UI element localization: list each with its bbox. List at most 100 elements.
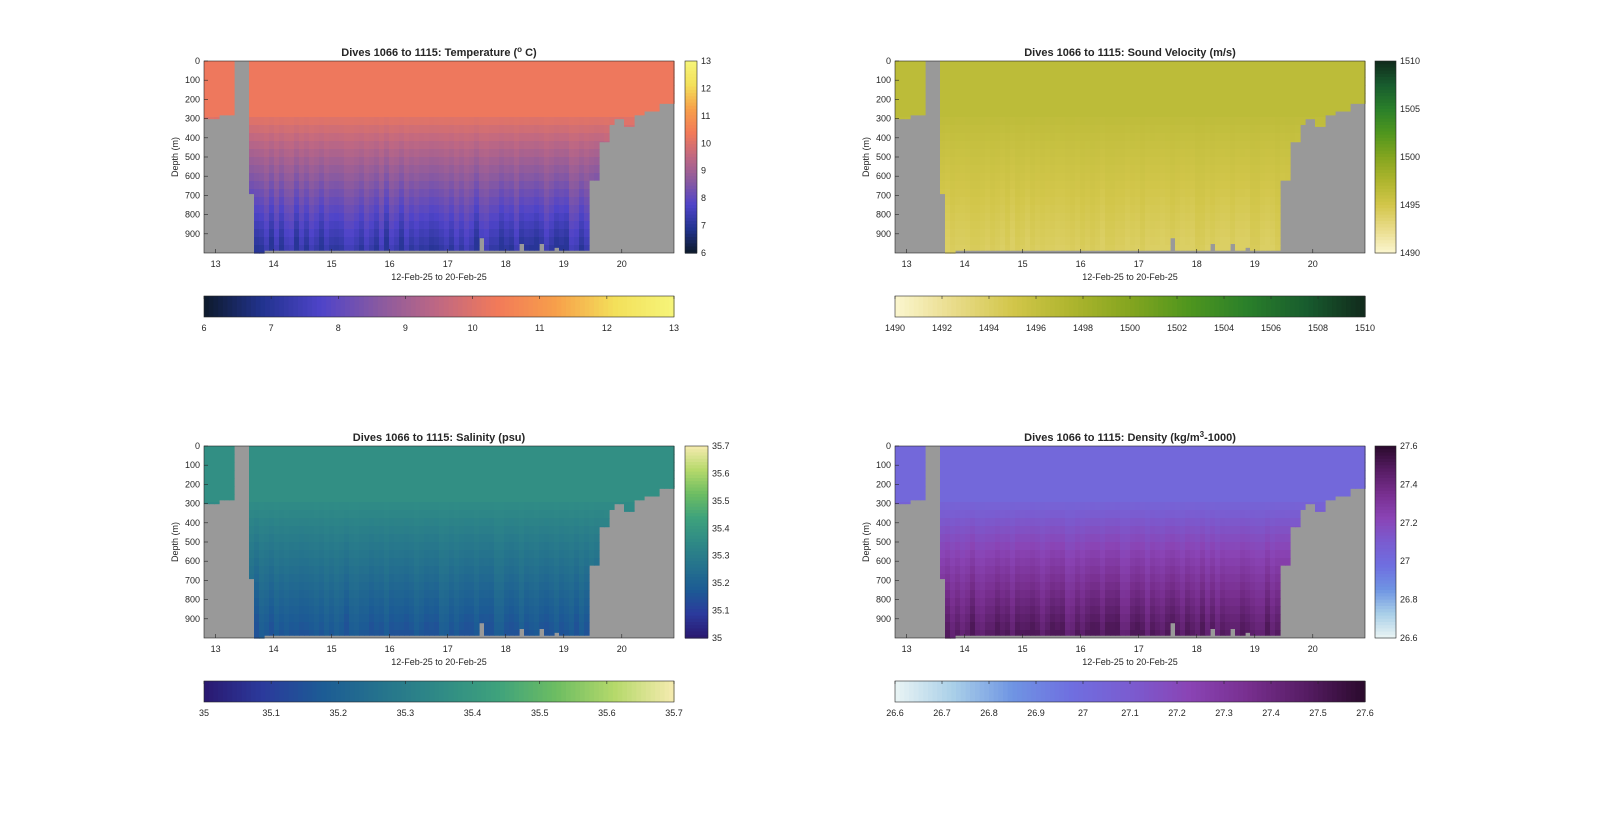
heatmap-cell [339, 141, 345, 150]
heatmap-cell [915, 69, 921, 78]
heatmap-cell [950, 133, 956, 142]
colorbar-bottom-segment [556, 296, 562, 317]
heatmap-cell [1190, 149, 1196, 158]
heatmap-cell [279, 61, 285, 70]
colorbar-bottom-tick-label: 7 [269, 323, 274, 333]
heatmap-cell [429, 77, 435, 86]
heatmap-cell [1300, 109, 1306, 118]
heatmap-cell [304, 590, 310, 599]
heatmap-cell [1295, 117, 1301, 126]
heatmap-cell [564, 61, 570, 70]
heatmap-cell [1020, 197, 1026, 206]
heatmap-cell [534, 221, 540, 230]
heatmap-cell [1040, 213, 1046, 222]
heatmap-cell [509, 221, 515, 230]
colorbar-right-segment [1375, 112, 1396, 116]
heatmap-cell [1035, 197, 1041, 206]
heatmap-cell [304, 157, 310, 166]
heatmap-cell [374, 534, 380, 543]
heatmap-cell [339, 486, 345, 495]
heatmap-cell [1080, 85, 1086, 94]
heatmap-cell [1135, 109, 1141, 118]
heatmap-cell [1030, 213, 1036, 222]
heatmap-cell [314, 133, 320, 142]
heatmap-cell [334, 518, 340, 527]
heatmap-cell [284, 197, 290, 206]
heatmap-cell [249, 125, 255, 134]
heatmap-cell [1280, 85, 1286, 94]
heatmap-cell [269, 494, 275, 503]
heatmap-cell [504, 189, 510, 198]
heatmap-cell [324, 542, 330, 551]
heatmap-cell [469, 93, 475, 102]
heatmap-cell [384, 205, 390, 214]
heatmap-cell [1090, 221, 1096, 230]
heatmap-cell [1100, 69, 1106, 78]
heatmap-cell [429, 157, 435, 166]
heatmap-cell [975, 181, 981, 190]
heatmap-cell [309, 205, 315, 214]
colorbar-bottom-tick-label: 9 [403, 323, 408, 333]
heatmap-cell [1100, 189, 1106, 198]
heatmap-cell [394, 550, 400, 559]
heatmap-cell [354, 558, 360, 567]
heatmap-cell [534, 125, 540, 134]
heatmap-cell [369, 462, 375, 471]
heatmap-cell [1175, 101, 1181, 110]
heatmap-cell [489, 173, 495, 182]
heatmap-cell [449, 69, 455, 78]
heatmap-cell [474, 109, 480, 118]
heatmap-cell [259, 622, 265, 631]
heatmap-cell [339, 149, 345, 158]
colorbar-bottom-tick-label: 1502 [1167, 323, 1187, 333]
heatmap-cell [1050, 213, 1056, 222]
heatmap-cell [1170, 181, 1176, 190]
colorbar-bottom-segment [213, 296, 219, 317]
heatmap-cell [389, 109, 395, 118]
heatmap-cell [970, 189, 976, 198]
heatmap-cell [1215, 205, 1221, 214]
heatmap-cell [990, 125, 996, 134]
heatmap-cell [950, 173, 956, 182]
heatmap-cell [274, 245, 280, 251]
heatmap-cell [504, 93, 510, 102]
heatmap-cell [634, 85, 640, 94]
colorbar-bottom-tick-label: 11 [535, 323, 544, 333]
heatmap-cell [279, 133, 285, 142]
heatmap-cell [1115, 117, 1121, 126]
heatmap-cell [654, 101, 660, 110]
heatmap-cell [419, 574, 425, 583]
heatmap-cell [384, 502, 390, 511]
heatmap-cell [544, 141, 550, 150]
heatmap-cell [309, 542, 315, 551]
heatmap-cell [1125, 213, 1131, 222]
heatmap-cell [985, 69, 991, 78]
heatmap-cell [1285, 133, 1291, 142]
heatmap-cell [1205, 221, 1211, 230]
heatmap-cell [509, 149, 515, 158]
heatmap-cell [219, 446, 225, 455]
heatmap-cell [1160, 69, 1166, 78]
heatmap-cell [1225, 181, 1231, 190]
heatmap-cell [414, 61, 420, 70]
colorbar-bottom-segment [279, 296, 285, 317]
heatmap-cell [539, 93, 545, 102]
heatmap-cell [394, 582, 400, 591]
heatmap-cell [965, 181, 971, 190]
heatmap-cell [910, 101, 916, 110]
heatmap-cell [509, 77, 515, 86]
heatmap-cell [1215, 165, 1221, 174]
heatmap-cell [1340, 69, 1346, 78]
heatmap-cell [299, 205, 305, 214]
heatmap-cell [1195, 221, 1201, 230]
heatmap-cell [419, 534, 425, 543]
heatmap-cell [324, 245, 330, 251]
heatmap-cell [995, 197, 1001, 206]
heatmap-cell [1115, 221, 1121, 230]
heatmap-cell [274, 77, 280, 86]
heatmap-cell [584, 165, 590, 174]
heatmap-cell [359, 141, 365, 150]
heatmap-cell [379, 77, 385, 86]
heatmap-cell [1115, 245, 1121, 251]
heatmap-cell [589, 77, 595, 86]
